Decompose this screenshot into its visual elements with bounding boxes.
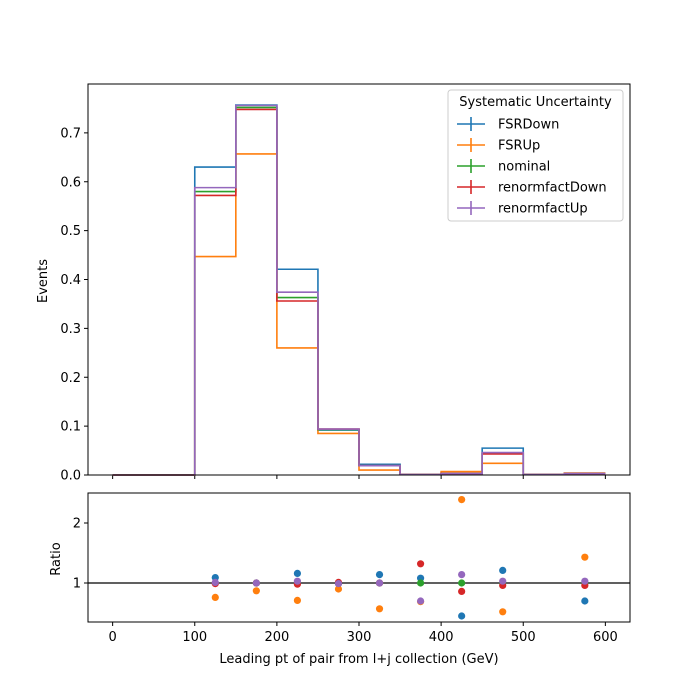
ratio-y-tick-label: 2 — [73, 517, 81, 532]
main-plot-frame — [87, 83, 631, 476]
main-y-tick-label: 0.3 — [60, 322, 81, 337]
ratio-x-ticks: 0 100 200 300 400 500 600 — [108, 622, 618, 645]
main-y-axis-label: Events — [36, 259, 51, 303]
ratio-point-FSRUp — [375, 605, 384, 613]
legend-entry-renormfactUp: renormfactUp — [457, 201, 588, 217]
main-plot: 0.0 0.1 0.2 0.3 0.4 0.5 0.6 0.7 Events — [36, 83, 631, 484]
ratio-plot-frame — [87, 492, 631, 623]
legend-entry-renormfactDown: renormfactDown — [457, 180, 607, 196]
x-tick-label: 200 — [264, 630, 289, 645]
ratio-point-renormfactUp — [375, 579, 384, 587]
histogram-renormfactUp — [112, 104, 606, 476]
ratio-point-renormfactUp — [458, 571, 466, 579]
main-y-ticks: 0.0 0.1 0.2 0.3 0.4 0.5 0.6 0.7 — [60, 126, 88, 484]
legend-box — [447, 89, 624, 222]
main-x-ticks — [112, 475, 606, 479]
ratio-point-FSRDown — [458, 612, 466, 620]
ratio-point-renormfactUp — [334, 580, 343, 588]
legend-label-nominal: nominal — [498, 160, 550, 175]
ratio-y-ticks: 12 — [73, 517, 88, 592]
ratio-point-FSRUp — [252, 587, 260, 595]
ratio-point-FSRDown — [293, 569, 302, 578]
ratio-point-FSRUp — [581, 553, 589, 561]
legend-label-FSRUp: FSRUp — [498, 139, 540, 154]
main-y-tick-label: 0.6 — [60, 175, 81, 190]
ratio-point-FSRUp — [334, 585, 343, 593]
x-axis-label: Leading pt of pair from l+j collection (… — [219, 652, 498, 667]
ratio-y-tick-label: 1 — [73, 577, 81, 592]
legend-entry-FSRDown: FSRDown — [457, 117, 559, 133]
main-histograms — [112, 104, 606, 476]
ratio-point-renormfactDown — [416, 560, 425, 568]
legend: Systematic Uncertainty FSRDown FSRUp nomin… — [447, 89, 624, 222]
ratio-point-FSRUp — [293, 596, 302, 605]
ratio-point-FSRUp — [499, 608, 507, 616]
ratio-point-FSRDown — [375, 571, 384, 579]
ratio-point-FSRUp — [211, 593, 219, 602]
x-tick-label: 300 — [347, 630, 372, 645]
x-tick-label: 100 — [182, 630, 207, 645]
legend-label-renormfactDown: renormfactDown — [498, 181, 607, 196]
ratio-point-FSRDown — [581, 597, 589, 605]
ratio-points — [211, 496, 589, 620]
main-y-tick-label: 0.0 — [60, 469, 81, 484]
main-y-tick-label: 0.4 — [60, 273, 81, 288]
main-y-tick-label: 0.1 — [60, 420, 81, 435]
ratio-point-FSRUp — [458, 496, 466, 504]
x-tick-label: 600 — [593, 630, 618, 645]
ratio-point-renormfactDown — [458, 587, 466, 596]
main-y-tick-label: 0.2 — [60, 371, 81, 386]
ratio-point-renormfactUp — [293, 577, 302, 585]
legend-entry-nominal: nominal — [457, 159, 550, 175]
ratio-point-nominal — [416, 579, 425, 587]
x-tick-label: 400 — [429, 630, 454, 645]
ratio-point-renormfactUp — [499, 577, 507, 585]
x-tick-label: 0 — [108, 630, 116, 645]
legend-title: Systematic Uncertainty — [459, 95, 612, 110]
main-y-tick-label: 0.5 — [60, 224, 81, 239]
ratio-point-nominal — [458, 579, 466, 587]
legend-entry-FSRUp: FSRUp — [457, 138, 540, 154]
legend-label-renormfactUp: renormfactUp — [498, 202, 588, 217]
main-y-tick-label: 0.7 — [60, 126, 81, 141]
legend-entries: FSRDown FSRUp nominal renormfactDown renormf… — [457, 117, 607, 217]
ratio-point-FSRDown — [499, 566, 507, 575]
ratio-point-renormfactUp — [416, 597, 425, 605]
ratio-point-renormfactUp — [211, 578, 219, 587]
ratio-y-axis-label: Ratio — [49, 542, 64, 575]
x-tick-label: 500 — [511, 630, 536, 645]
ratio-plot: 12 0 100 200 300 400 500 600 Ratio — [49, 492, 631, 645]
ratio-point-renormfactUp — [581, 577, 589, 585]
legend-label-FSRDown: FSRDown — [498, 118, 559, 133]
ratio-point-renormfactUp — [252, 579, 260, 587]
